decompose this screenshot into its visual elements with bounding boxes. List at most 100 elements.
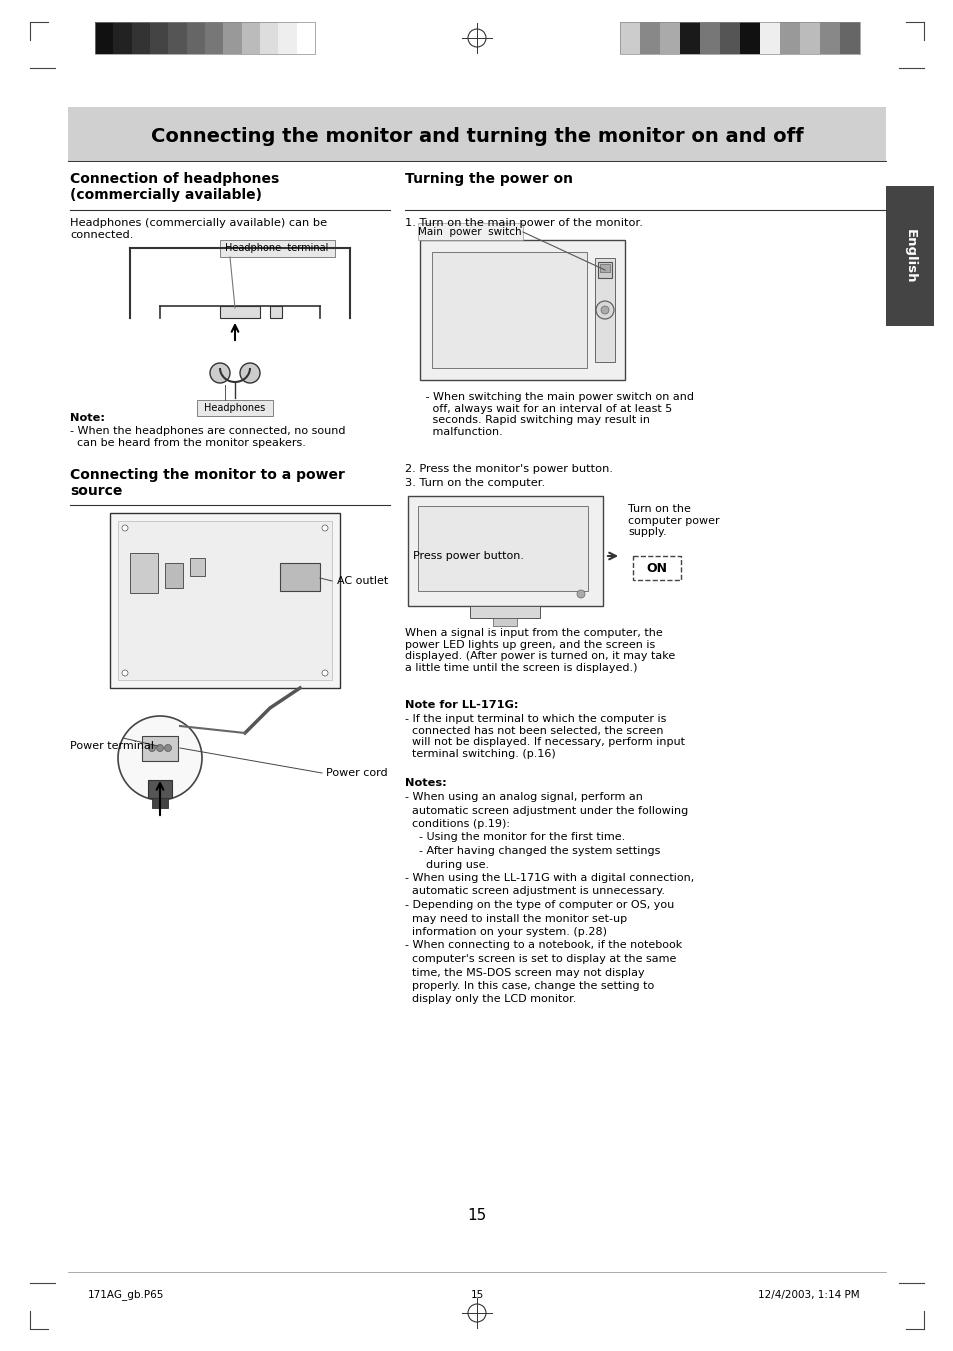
Text: Headphones (commercially available) can be
connected.: Headphones (commercially available) can … — [70, 218, 327, 239]
Bar — [417, 223, 522, 240]
Circle shape — [240, 363, 260, 382]
Text: properly. In this case, change the setting to: properly. In this case, change the setti… — [405, 981, 654, 992]
Text: - Using the monitor for the first time.: - Using the monitor for the first time. — [405, 832, 624, 843]
Bar — [595, 258, 615, 362]
Bar — [885, 186, 933, 326]
Circle shape — [322, 670, 328, 676]
Bar — [220, 305, 260, 317]
Text: display only the LCD monitor.: display only the LCD monitor. — [405, 994, 576, 1005]
Circle shape — [577, 590, 584, 598]
Text: Notes:: Notes: — [405, 778, 446, 788]
Text: 15: 15 — [470, 1290, 483, 1300]
Text: time, the MS-DOS screen may not display: time, the MS-DOS screen may not display — [405, 967, 644, 978]
Text: ON: ON — [646, 562, 667, 574]
Circle shape — [596, 301, 614, 319]
Text: may need to install the monitor set-up: may need to install the monitor set-up — [405, 913, 626, 924]
Circle shape — [149, 744, 155, 751]
Bar — [619, 22, 639, 54]
Text: Turning the power on: Turning the power on — [405, 172, 573, 186]
Bar — [639, 22, 659, 54]
Bar — [165, 563, 183, 588]
Bar — [150, 22, 168, 54]
Bar — [470, 607, 539, 617]
Bar — [417, 507, 587, 590]
Circle shape — [122, 526, 128, 531]
Text: 1. Turn on the main power of the monitor.: 1. Turn on the main power of the monitor… — [405, 218, 642, 228]
Bar — [760, 22, 780, 54]
Bar — [205, 22, 223, 54]
Bar — [659, 22, 679, 54]
Bar — [260, 22, 278, 54]
Bar — [780, 22, 800, 54]
Text: - If the input terminal to which the computer is
  connected has not been select: - If the input terminal to which the com… — [405, 713, 684, 759]
Bar — [700, 22, 720, 54]
Bar — [142, 736, 178, 761]
Text: 2. Press the monitor's power button.: 2. Press the monitor's power button. — [405, 463, 613, 474]
Bar — [223, 22, 241, 54]
Text: Connection of headphones
(commercially available): Connection of headphones (commercially a… — [70, 172, 279, 203]
Text: during use.: during use. — [405, 859, 489, 870]
Bar — [95, 22, 314, 54]
Circle shape — [322, 526, 328, 531]
Bar — [408, 496, 602, 607]
Bar — [68, 107, 885, 161]
Text: Power cord: Power cord — [326, 767, 388, 778]
Text: computer's screen is set to display at the same: computer's screen is set to display at t… — [405, 954, 676, 965]
Text: - When connecting to a notebook, if the notebook: - When connecting to a notebook, if the … — [405, 940, 681, 951]
Text: - When the headphones are connected, no sound
  can be heard from the monitor sp: - When the headphones are connected, no … — [70, 426, 345, 447]
Bar — [220, 240, 335, 257]
Text: information on your system. (p.28): information on your system. (p.28) — [405, 927, 606, 938]
Text: - Depending on the type of computer or OS, you: - Depending on the type of computer or O… — [405, 900, 674, 911]
Bar — [432, 253, 586, 367]
Text: Main  power  switch: Main power switch — [417, 227, 521, 236]
Bar — [118, 521, 332, 680]
Bar — [599, 263, 609, 272]
Text: - When switching the main power switch on and
     off, always wait for an inter: - When switching the main power switch o… — [415, 392, 693, 436]
Text: Headphones: Headphones — [204, 403, 265, 413]
Text: Connecting the monitor to a power
source: Connecting the monitor to a power source — [70, 467, 345, 499]
Text: 15: 15 — [467, 1208, 486, 1223]
Text: When a signal is input from the computer, the
power LED lights up green, and the: When a signal is input from the computer… — [405, 628, 675, 673]
Bar — [196, 400, 273, 416]
Text: conditions (p.19):: conditions (p.19): — [405, 819, 510, 830]
Bar — [168, 22, 187, 54]
Bar — [740, 22, 760, 54]
Bar — [278, 22, 296, 54]
Bar — [148, 780, 172, 798]
Bar — [800, 22, 820, 54]
Bar — [493, 617, 517, 626]
Circle shape — [156, 744, 163, 751]
Bar — [241, 22, 260, 54]
Text: Note:: Note: — [70, 413, 105, 423]
Circle shape — [600, 305, 608, 313]
Bar — [130, 553, 158, 593]
Text: Note for LL-171G:: Note for LL-171G: — [405, 700, 518, 711]
Text: automatic screen adjustment is unnecessary.: automatic screen adjustment is unnecessa… — [405, 886, 664, 897]
Bar — [270, 305, 282, 317]
Text: 3. Turn on the computer.: 3. Turn on the computer. — [405, 478, 544, 488]
Bar — [187, 22, 205, 54]
Bar — [152, 798, 168, 808]
Text: - When using the LL-171G with a digital connection,: - When using the LL-171G with a digital … — [405, 873, 694, 884]
Circle shape — [210, 363, 230, 382]
Text: English: English — [902, 228, 916, 284]
Text: AC outlet: AC outlet — [336, 576, 388, 586]
Bar — [296, 22, 314, 54]
Bar — [95, 22, 113, 54]
Text: Headphone  terminal: Headphone terminal — [225, 243, 329, 253]
Bar — [598, 262, 612, 278]
Text: Power terminal: Power terminal — [70, 740, 153, 751]
Bar — [110, 513, 339, 688]
Text: Press power button.: Press power button. — [413, 551, 523, 561]
Bar — [679, 22, 700, 54]
Bar — [280, 563, 319, 590]
Text: 171AG_gb.P65: 171AG_gb.P65 — [88, 1290, 164, 1301]
Bar — [720, 22, 740, 54]
Bar — [840, 22, 859, 54]
Bar — [190, 558, 205, 576]
Bar — [820, 22, 840, 54]
Bar — [419, 240, 624, 380]
Bar — [633, 557, 680, 580]
Text: Connecting the monitor and turning the monitor on and off: Connecting the monitor and turning the m… — [151, 127, 802, 146]
Circle shape — [118, 716, 202, 800]
